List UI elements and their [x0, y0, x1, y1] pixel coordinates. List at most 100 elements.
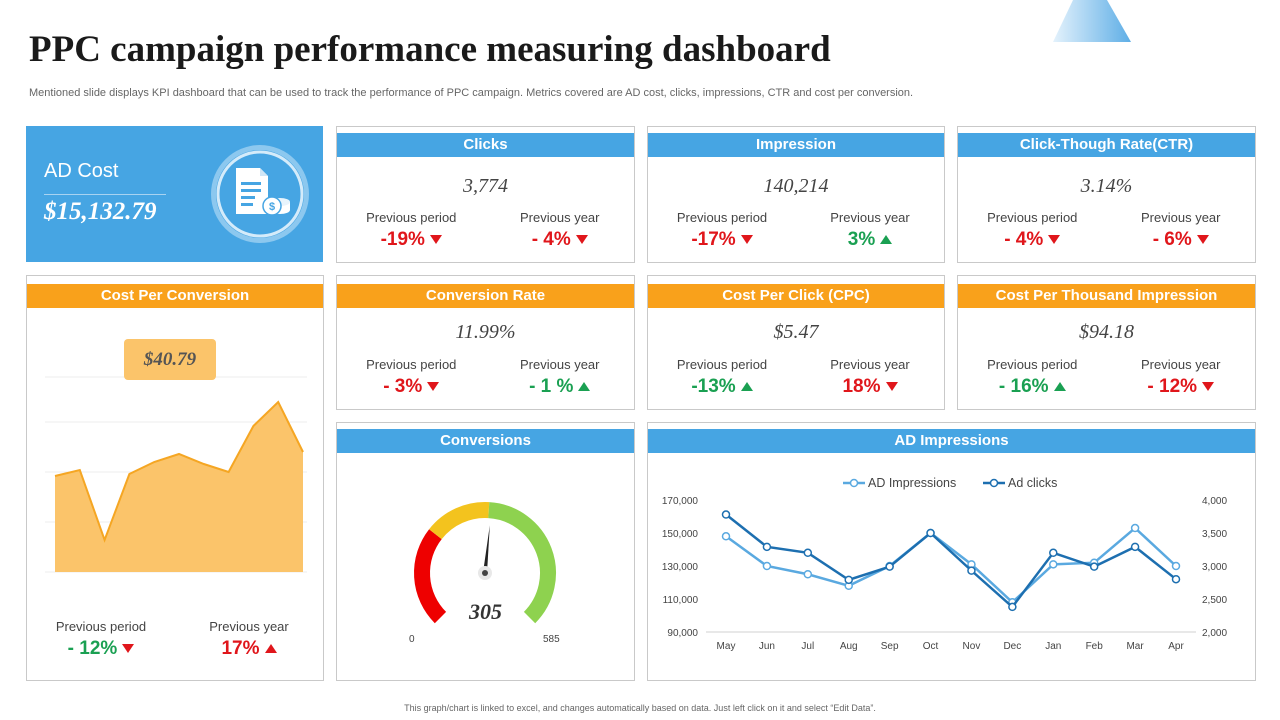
- prev-period-change: - 4%: [958, 229, 1107, 251]
- series-point: [721, 510, 731, 519]
- legend-marker: [849, 478, 859, 488]
- prev-year-label: Previous year: [209, 619, 289, 634]
- prev-period-value: -13%: [691, 376, 736, 397]
- kpi-prev-period: Previous period - 16%: [958, 357, 1107, 398]
- kpi-value: 140,214: [763, 175, 829, 197]
- arrow-icon: [427, 382, 440, 392]
- kpi-prev-year: Previous year 3%: [796, 210, 944, 251]
- prev-period-label: Previous period: [676, 210, 768, 225]
- prev-period-value: - 16%: [998, 376, 1049, 397]
- conversions-value: 305: [469, 599, 502, 624]
- left-tick-label: 110,000: [663, 595, 699, 606]
- legend-label: AD Impressions: [868, 476, 956, 490]
- prev-year-change: - 4%: [486, 229, 635, 251]
- right-tick-label: 4,000: [1202, 496, 1227, 507]
- left-tick-label: 170,000: [662, 496, 699, 507]
- prev-year-value: - 4%: [531, 229, 571, 250]
- x-tick-label: Dec: [1003, 641, 1021, 652]
- area-fill: [55, 402, 303, 572]
- kpi-title: Cost Per Thousand Impression: [958, 284, 1255, 308]
- prev-year-label: Previous year: [830, 357, 910, 372]
- prev-period-change: -17%: [648, 229, 796, 251]
- x-tick-label: Jan: [1045, 641, 1061, 652]
- arrow-icon: [122, 644, 135, 654]
- kpi-value: $5.47: [773, 321, 819, 343]
- prev-period-label: Previous period: [366, 357, 457, 372]
- prev-period-label: Previous period: [676, 357, 768, 372]
- kpi-prev-year: Previous year - 1 %: [486, 357, 635, 398]
- series-point: [1089, 562, 1099, 571]
- left-tick-label: 90,000: [667, 628, 698, 639]
- kpi-title: Conversion Rate: [337, 284, 634, 308]
- conversions-card: Conversions 305 0 585: [336, 422, 635, 681]
- series-point: [762, 542, 772, 552]
- gauge-needle: [483, 525, 490, 574]
- prev-period-label: Previous period: [987, 357, 1078, 372]
- series-point: [1130, 523, 1140, 533]
- prev-period-value: - 4%: [1004, 229, 1044, 250]
- prev-year-change: 3%: [796, 229, 944, 251]
- prev-period-label: Previous period: [987, 210, 1078, 225]
- series-point: [803, 570, 813, 579]
- prev-year-value: - 12%: [1147, 376, 1198, 397]
- prev-year-change: 18%: [796, 376, 944, 398]
- kpi-value: 11.99%: [455, 321, 516, 343]
- prev-year-change: - 6%: [1107, 229, 1256, 251]
- gauge-min-label: 0: [409, 634, 415, 645]
- arrow-icon: [1053, 382, 1066, 392]
- prev-period-value: - 3%: [383, 376, 423, 397]
- kpi-title: Impression: [648, 133, 944, 157]
- right-tick-label: 2,000: [1202, 628, 1227, 639]
- kpi-prev-period: Previous period -19%: [337, 210, 486, 251]
- x-tick-label: Feb: [1086, 641, 1104, 652]
- series-point: [762, 561, 772, 571]
- kpi-value: $94.18: [1079, 321, 1134, 343]
- x-tick-label: Nov: [963, 641, 981, 652]
- series-point: [1049, 548, 1058, 558]
- ad-cost-label: AD Cost: [44, 160, 119, 182]
- ad-cost-card: AD Cost $15,132.79 $: [26, 126, 323, 262]
- kpi-card-cpc: Cost Per Click (CPC) $5.47 Previous period…: [647, 275, 945, 410]
- cost-per-conversion-value: $40.79: [124, 339, 216, 380]
- gauge-max-label: 585: [543, 634, 560, 645]
- ad-cost-value: $15,132.79: [44, 198, 157, 225]
- ad-impressions-card: AD Impressions 170,000 150,000 130,000 110,…: [647, 422, 1256, 681]
- series-point: [721, 532, 731, 541]
- prev-period-change: -19%: [337, 229, 486, 251]
- conversions-header: Conversions: [337, 429, 634, 453]
- kpi-prev-period: Previous period - 4%: [958, 210, 1107, 251]
- prev-period-change: - 12%: [27, 638, 175, 660]
- right-tick-label: 3,500: [1202, 529, 1227, 540]
- arrow-icon: [575, 235, 588, 245]
- gauge-hub-center: [482, 570, 488, 576]
- arrow-icon: [880, 235, 893, 245]
- kpi-prev-period: Previous period -17%: [648, 210, 796, 251]
- arrow-icon: [264, 644, 277, 654]
- series-point: [803, 548, 813, 558]
- page-title: PPC campaign performance measuring dashb…: [29, 29, 831, 70]
- x-tick-label: Mar: [1126, 641, 1144, 652]
- series-line: [725, 513, 1177, 609]
- prev-year-value: 3%: [847, 229, 876, 250]
- series-point: [1008, 602, 1017, 612]
- invoice-dollar-icon: $: [211, 145, 309, 243]
- kpi-prev-year: Previous year - 6%: [1107, 210, 1256, 251]
- cpc-prev-year: Previous year 17%: [175, 619, 323, 660]
- arrow-icon: [740, 382, 753, 392]
- cost-per-conversion-area-chart: [45, 376, 307, 573]
- kpi-prev-year: Previous year 18%: [796, 357, 944, 398]
- x-tick-label: Sep: [881, 641, 899, 652]
- prev-year-label: Previous year: [1141, 210, 1221, 225]
- svg-text:$: $: [269, 201, 275, 213]
- prev-year-value: 18%: [842, 376, 881, 397]
- series-point: [967, 566, 976, 575]
- series-point: [1171, 574, 1181, 584]
- area-line: [54, 400, 304, 543]
- kpi-card-cpm: Cost Per Thousand Impression $94.18 Previo…: [957, 275, 1256, 410]
- series-point: [1130, 542, 1140, 552]
- prev-period-label: Previous period: [366, 210, 457, 225]
- legend-label: Ad clicks: [1008, 476, 1057, 490]
- kpi-prev-year: Previous year - 12%: [1107, 357, 1256, 398]
- arrow-icon: [1196, 235, 1209, 245]
- arrow-icon: [1048, 235, 1061, 245]
